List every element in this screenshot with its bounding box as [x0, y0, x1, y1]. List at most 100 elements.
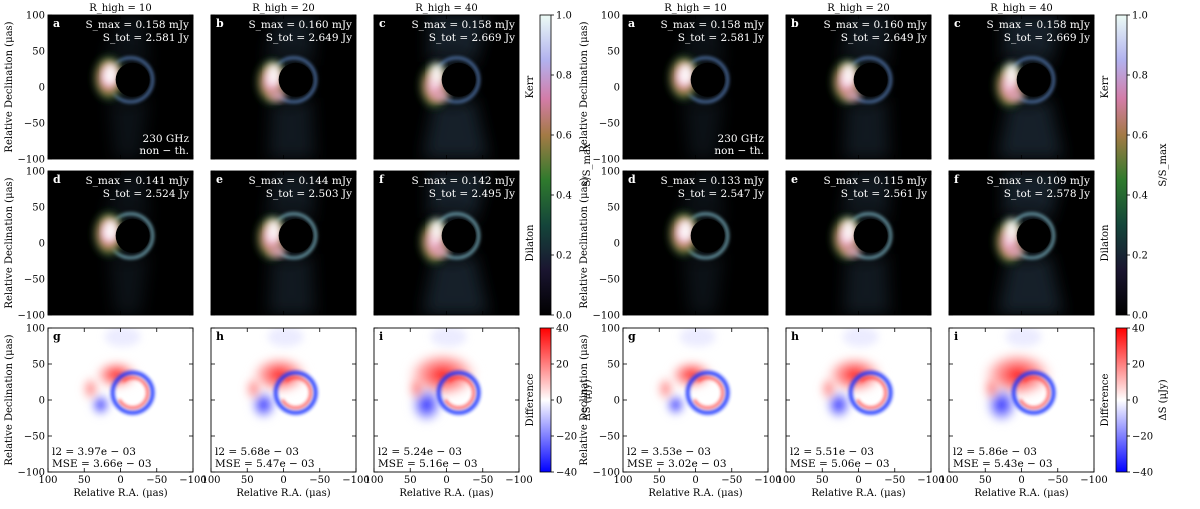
jet-residual [104, 328, 141, 347]
panel-letter: f [954, 173, 960, 186]
y-tick-label: 0 [614, 239, 620, 250]
smax-label: S_max = 0.109 mJy [986, 175, 1090, 187]
x-tick-label: 50 [653, 475, 666, 486]
colorbar-tick-label: 0.2 [1132, 251, 1148, 262]
column-title: R_high = 20 [827, 3, 889, 14]
y-tick-label: 0 [39, 83, 45, 94]
shadow [690, 62, 725, 97]
panel-image [623, 15, 768, 159]
colorbar-tick-label: 0 [1132, 396, 1138, 407]
stot-label: S_tot = 2.578 Jy [1004, 188, 1090, 200]
y-tick-label: 100 [601, 324, 620, 335]
hotspot [266, 218, 281, 241]
panel-letter: b [791, 17, 799, 30]
positive-residual-left [406, 374, 427, 403]
shadow [115, 62, 150, 97]
mse-label: MSE = 5.47e − 03 [215, 458, 315, 470]
y-axis-label: Relative Declination (μas) [579, 177, 590, 308]
ring-residual-blue [436, 370, 481, 415]
panel-image [48, 171, 193, 315]
y-axis-label: Relative Declination (μas) [4, 177, 15, 308]
panel-letter: h [791, 330, 799, 343]
difference-colorbar-label: ΔS (μJy) [582, 379, 593, 420]
model-note: non − th. [714, 145, 764, 157]
hotspot [429, 218, 444, 241]
difference-colorbar: −40 −20 0 20 40 ΔS (μJy) [1115, 324, 1169, 479]
column-title: R_high = 20 [252, 3, 314, 14]
difference-colorbar: −40 −20 0 20 40 ΔS (μJy) [539, 324, 593, 479]
l2-label: l2 = 5.24e − 03 [378, 446, 462, 458]
x-tick-label: 50 [816, 475, 829, 486]
stot-label: S_tot = 2.524 Jy [103, 188, 189, 200]
difference-colorbar-label: ΔS (μJy) [1158, 379, 1169, 420]
ring-residual-red [442, 376, 475, 410]
colorbar-tick-label: 0.8 [556, 71, 572, 82]
x-tick-label: −50 [472, 475, 493, 486]
lower-hotspot [1007, 89, 1024, 102]
lower-hotspot [844, 245, 861, 258]
colorbar-tick-label: 0.4 [1132, 191, 1148, 202]
smax-label: S_max = 0.142 mJy [411, 175, 515, 187]
l2-label: l2 = 5.68e − 03 [215, 446, 299, 458]
y-tick-label: −100 [593, 311, 620, 322]
positive-residual [667, 358, 716, 391]
ring-residual-blue [685, 370, 730, 415]
panel-letter: a [53, 17, 60, 30]
colorbar-tick-label: 0.8 [1132, 71, 1148, 82]
l2-label: l2 = 5.86e − 03 [953, 446, 1037, 458]
y-tick-label: 100 [26, 324, 45, 335]
x-tick-label: −50 [146, 475, 167, 486]
panel-image [786, 171, 931, 315]
y-tick-label: 100 [26, 11, 45, 22]
row-label: Kerr [1100, 75, 1111, 98]
panel-image [949, 15, 1094, 159]
x-tick-label: 100 [939, 475, 958, 486]
intensity-colorbar-bar [539, 14, 552, 316]
y-tick-label: −50 [599, 432, 620, 443]
x-tick-label: 100 [201, 475, 220, 486]
stot-label: S_tot = 2.503 Jy [266, 188, 352, 200]
smax-label: S_max = 0.141 mJy [85, 175, 189, 187]
y-tick-label: 50 [607, 360, 620, 371]
difference-colorbar-bar [1115, 327, 1128, 473]
jet-residual [842, 328, 879, 347]
stot-label: S_tot = 2.649 Jy [266, 32, 352, 44]
smax-label: S_max = 0.158 mJy [85, 19, 189, 31]
intensity-colorbar: 0.0 0.2 0.4 0.6 0.8 1.0 S/S_max [1115, 11, 1169, 322]
colorbar-tick-label: −40 [556, 468, 577, 479]
panel-letter: e [216, 173, 223, 186]
panel-letter: c [379, 17, 386, 30]
l2-label: l2 = 5.51e − 03 [790, 446, 874, 458]
positive-residual-left [655, 374, 676, 403]
ring-residual-red [1017, 376, 1050, 410]
panel-image [786, 328, 931, 472]
colorbar-tick-label: 20 [556, 360, 569, 371]
panel-letter: g [53, 330, 61, 343]
positive-residual-left [818, 374, 839, 403]
x-tick-label: 0 [443, 475, 449, 486]
hotspot [1004, 218, 1019, 241]
stot-label: S_tot = 2.495 Jy [429, 188, 515, 200]
y-tick-label: −100 [18, 311, 45, 322]
y-tick-label: 0 [614, 396, 620, 407]
lower-hotspot [432, 245, 449, 258]
stot-label: S_tot = 2.669 Jy [429, 32, 515, 44]
x-tick-label: 0 [117, 475, 123, 486]
intensity-colorbar-label: S/S_max [1158, 143, 1169, 187]
colorbar-tick-label: 40 [556, 324, 569, 335]
smax-label: S_max = 0.160 mJy [823, 19, 927, 31]
panel-image [623, 328, 768, 472]
y-tick-label: 50 [607, 203, 620, 214]
x-tick-label: 50 [241, 475, 254, 486]
ring-residual-red [279, 376, 312, 410]
colorbar-tick-label: −40 [1132, 468, 1153, 479]
ring-residual-red [116, 376, 149, 410]
y-tick-label: −50 [24, 119, 45, 130]
colorbar-tick-label: 0 [556, 396, 562, 407]
ring-residual-blue [848, 370, 893, 415]
intensity-colorbar-bar [1115, 14, 1128, 316]
x-axis-label: Relative R.A. (μas) [974, 488, 1068, 499]
